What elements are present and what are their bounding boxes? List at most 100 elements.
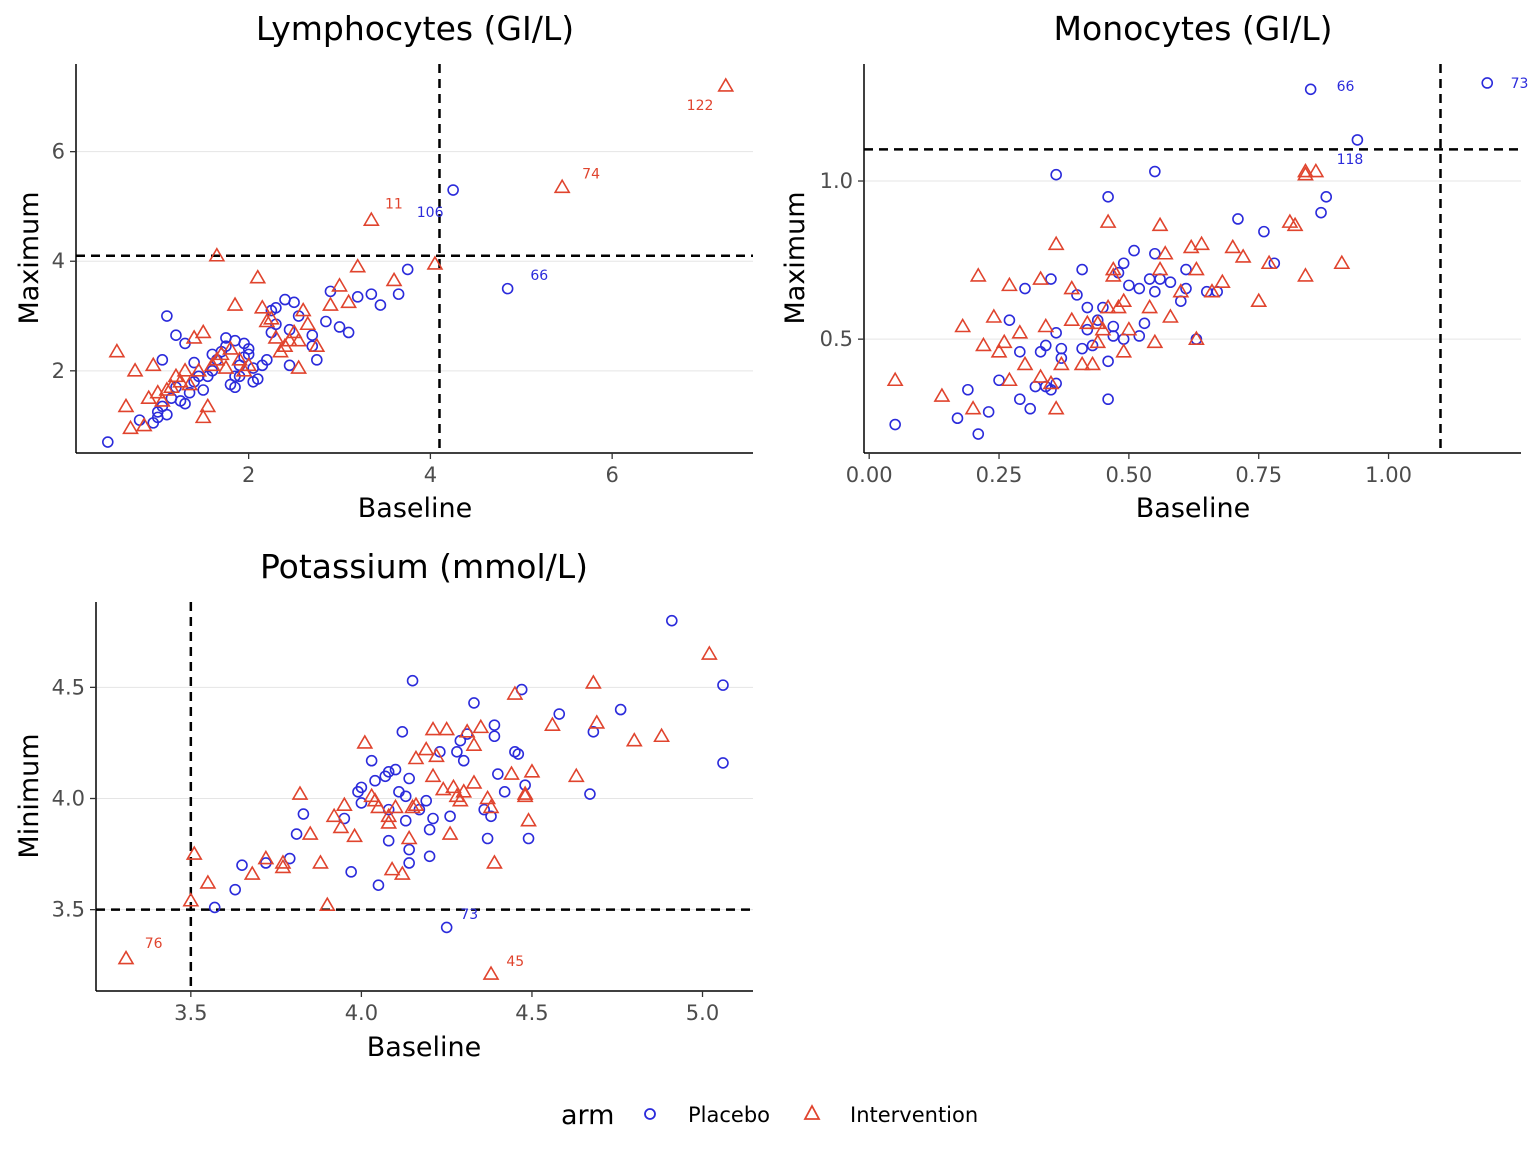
- point-intervention: [1094, 321, 1112, 336]
- point-placebo: [342, 326, 355, 339]
- point-intervention: [417, 741, 435, 756]
- point-intervention: [990, 343, 1008, 358]
- point-intervention: [322, 296, 339, 311]
- point-placebo: [512, 748, 525, 760]
- point-intervention: [308, 337, 326, 352]
- point-intervention: [969, 267, 987, 282]
- point-intervention: [567, 767, 585, 783]
- point-intervention: [1193, 235, 1210, 251]
- point-placebo: [451, 746, 463, 758]
- panel-potassium: Potassium (mmol/L) Baseline Minimum 3.5 4…: [14, 547, 753, 1063]
- point-placebo: [1149, 285, 1161, 298]
- point-intervention: [385, 271, 403, 287]
- point-placebo: [320, 315, 332, 328]
- point-intervention: [340, 293, 358, 309]
- point-placebo: [403, 772, 415, 785]
- point-placebo: [457, 754, 470, 767]
- point-annotation: 45: [506, 954, 524, 970]
- point-placebo: [401, 263, 414, 276]
- point-placebo: [188, 356, 200, 369]
- point-placebo: [993, 374, 1005, 387]
- point-placebo: [179, 397, 191, 410]
- point-intervention: [393, 865, 411, 880]
- point-intervention: [153, 392, 171, 407]
- point-intervention: [1297, 166, 1314, 181]
- point-placebo: [522, 832, 535, 845]
- point-intervention: [407, 749, 425, 765]
- point-intervention: [199, 874, 217, 889]
- x-tick-label: 2: [242, 463, 255, 487]
- x-tick-label: 4.0: [345, 1001, 378, 1025]
- point-placebo: [1076, 342, 1088, 355]
- y-tick-label: 2: [52, 359, 65, 383]
- point-intervention: [407, 796, 425, 811]
- point-intervention: [1115, 343, 1133, 358]
- point-placebo: [403, 843, 415, 856]
- point-intervention: [172, 373, 189, 388]
- point-intervention: [290, 332, 308, 347]
- point-placebo: [229, 883, 241, 896]
- point-placebo: [365, 288, 378, 300]
- point-intervention: [194, 408, 212, 424]
- panel-monocytes: Monocytes (GI/L) Baseline Maximum 0.00 0.…: [780, 9, 1528, 524]
- point-intervention: [1042, 374, 1060, 390]
- point-placebo: [183, 386, 196, 399]
- point-placebo: [584, 788, 596, 800]
- point-placebo: [369, 774, 381, 787]
- point-intervention: [226, 296, 244, 311]
- x-tick-label: 0.75: [1235, 463, 1282, 487]
- point-intervention: [1037, 317, 1055, 333]
- y-axis-title: Maximum: [780, 191, 811, 324]
- point-placebo: [161, 310, 173, 322]
- point-placebo: [423, 850, 436, 863]
- x-tick-label: 4.5: [515, 1001, 548, 1025]
- point-placebo: [1102, 393, 1114, 406]
- point-intervention: [387, 798, 404, 814]
- point-placebo: [1045, 273, 1057, 285]
- point-placebo: [288, 296, 300, 309]
- point-intervention: [1188, 330, 1205, 345]
- panel-title: Monocytes (GI/L): [1054, 9, 1333, 48]
- point-intervention: [451, 792, 469, 807]
- point-intervention: [1104, 260, 1122, 276]
- point-intervention: [331, 277, 348, 292]
- point-annotation: 118: [1337, 152, 1364, 168]
- point-placebo: [447, 184, 459, 196]
- point-placebo: [1107, 330, 1120, 342]
- point-placebo: [1102, 355, 1114, 368]
- y-tick-label: 4.0: [52, 787, 85, 811]
- point-placebo: [197, 384, 210, 396]
- point-intervention: [1260, 254, 1278, 270]
- point-intervention: [380, 807, 398, 823]
- point-intervention: [1151, 216, 1169, 232]
- point-placebo: [382, 834, 395, 847]
- point-intervention: [516, 787, 534, 803]
- point-intervention: [332, 818, 350, 834]
- point-intervention: [291, 785, 309, 800]
- point-placebo: [247, 375, 260, 388]
- point-placebo: [1180, 263, 1192, 276]
- point-placebo: [440, 921, 453, 934]
- point-intervention: [1286, 216, 1304, 232]
- point-intervention: [1016, 355, 1034, 371]
- point-placebo: [290, 828, 303, 840]
- point-intervention: [438, 721, 456, 736]
- x-tick-label: 6: [605, 463, 618, 487]
- point-annotation: 106: [417, 205, 444, 221]
- point-intervention: [117, 397, 135, 413]
- point-placebo: [372, 879, 385, 891]
- point-intervention: [1297, 267, 1314, 282]
- point-intervention: [1188, 260, 1205, 276]
- point-placebo: [481, 832, 494, 845]
- point-placebo: [170, 329, 182, 342]
- point-intervention: [272, 343, 289, 358]
- point-intervention: [294, 301, 312, 317]
- point-placebo: [1019, 282, 1031, 295]
- x-axis-title: Baseline: [367, 1032, 481, 1063]
- y-tick-label: 4.5: [52, 675, 85, 699]
- point-intervention: [370, 798, 387, 814]
- point-placebo: [238, 337, 250, 350]
- point-placebo: [492, 768, 504, 780]
- legend-title: arm: [561, 1100, 614, 1131]
- point-placebo: [1232, 213, 1244, 225]
